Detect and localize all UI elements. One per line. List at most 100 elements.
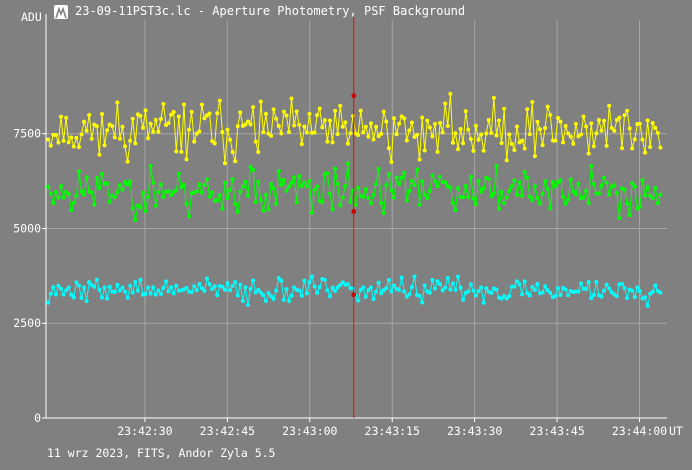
series-0-point [422,148,427,153]
footer-info: 11 wrz 2023, FITS, Andor Zyla 5.5 [47,446,276,460]
series-1-point [197,182,202,187]
series-2-point [94,277,99,282]
series-0-point [235,124,240,129]
series-2-point [230,283,235,288]
series-0-point [312,130,317,135]
series-2-point [197,281,202,286]
series-0-point [215,111,220,116]
series-2-point [120,285,125,290]
series-0-point [548,113,553,118]
series-1-point [276,169,281,174]
series-2-point [171,291,176,296]
series-0-point [274,116,279,121]
series-0-point [253,139,258,144]
series-1-point [389,188,394,193]
series-2-point [274,288,279,293]
series-0-point [325,139,330,144]
series-2-point [453,287,458,292]
series-0-point [284,113,289,118]
series-2-point [514,279,519,284]
series-2-point [97,287,102,292]
series-1-point [586,201,591,206]
series-2-point [327,294,332,299]
series-0-point [112,135,117,140]
series-2-point [591,293,596,298]
series-1-point [471,196,476,201]
series-2-point [133,280,138,285]
series-1-point [269,182,274,187]
series-1-point [176,171,181,176]
series-0-point [187,127,192,132]
series-2-point [292,285,297,290]
series-0-point [94,124,99,129]
series-2-point [76,283,81,288]
y-tick-label: 5000 [13,221,41,235]
series-0-point [619,146,624,151]
cursor-marker [351,93,357,99]
series-0-point [489,131,494,136]
series-2-point [445,275,450,280]
series-0-point [276,124,281,129]
series-1-point [94,176,99,181]
series-2-point [161,285,166,290]
series-0-point [491,95,496,100]
series-2-point [386,277,391,282]
series-1-point [584,188,589,193]
series-1-point [504,195,509,200]
series-2-point [412,274,417,279]
series-1-point [397,181,402,186]
series-2-point [614,294,619,299]
series-2-point [609,290,614,295]
series-0-point [125,159,130,164]
series-2-point [479,285,484,290]
series-2-point [402,289,407,294]
series-2-point [71,295,76,300]
series-1-point [376,166,381,171]
series-1-point [486,176,491,181]
series-2-point [397,287,402,292]
series-0-point [381,109,386,114]
series-2-point [135,288,140,293]
series-1-point [573,192,578,197]
series-2-point [374,289,379,294]
series-2-point [79,296,84,301]
series-0-point [169,112,174,117]
series-0-point [199,102,204,107]
series-2-point [484,286,489,291]
series-0-point [261,130,266,135]
series-1-point [333,166,338,171]
series-0-point [479,132,484,137]
series-1-point [512,178,517,183]
series-0-point [161,101,166,106]
series-1-point [384,183,389,188]
series-2-point [432,286,437,291]
series-2-point [456,274,461,279]
series-0-point [578,132,583,137]
series-0-point [602,118,607,123]
series-0-point [630,146,635,151]
series-2-point [366,288,371,293]
series-0-point [269,133,274,138]
series-0-point [228,137,233,142]
series-0-point [384,119,389,124]
series-1-point [650,196,655,201]
series-0-point [153,117,158,122]
series-2-point [48,291,53,296]
series-2-point [389,289,394,294]
series-1-point [530,198,535,203]
series-0-point [625,108,630,113]
series-2-point [499,296,504,301]
series-1-point [522,169,527,174]
series-0-point [538,127,543,132]
series-0-point [138,113,143,118]
series-0-point [56,140,61,145]
series-0-point [315,113,320,118]
series-2-point [61,292,66,297]
series-0-point [374,124,379,129]
series-0-point [520,138,525,143]
series-1-point [491,191,496,196]
series-2-point [158,292,163,297]
series-2-point [363,294,368,299]
